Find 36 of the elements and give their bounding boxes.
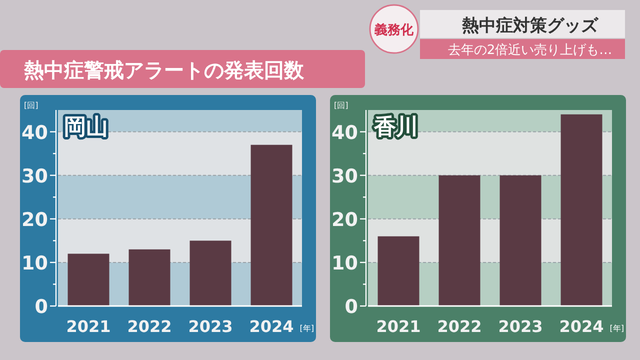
y-axis-title: [回]: [334, 101, 348, 110]
bar: [128, 249, 170, 306]
x-tick-label: 2021: [66, 317, 111, 336]
x-tick-label: 2022: [127, 317, 172, 336]
bar: [500, 175, 542, 306]
chart-title: 岡山: [64, 115, 108, 140]
y-tick-label: 20: [332, 208, 358, 231]
text: 去年の2倍近い売り上げも…: [448, 43, 612, 58]
y-tick-label: 40: [22, 122, 48, 144]
chart-title: 香川: [373, 115, 418, 140]
y-tick-label: 10: [332, 252, 358, 274]
y-tick-label: 0: [344, 296, 358, 318]
bar: [68, 254, 110, 306]
x-axis-title: [年]: [610, 324, 624, 333]
bar: [438, 175, 480, 306]
bar: [190, 240, 232, 306]
bar: [250, 144, 292, 306]
x-tick-label: 2022: [437, 317, 482, 336]
bar: [378, 236, 420, 306]
y-tick-label: 10: [22, 252, 48, 274]
y-tick-label: 30: [332, 165, 358, 188]
y-tick-label: 40: [332, 122, 358, 144]
x-tick-label: 2021: [376, 317, 421, 336]
bar: [560, 114, 602, 306]
text: 熱中症警戒アラートの発表回数: [23, 58, 305, 82]
x-tick-label: 2023: [188, 317, 233, 336]
y-axis-title: [回]: [24, 101, 38, 110]
text: 熱中症対策グッズ: [461, 16, 599, 36]
y-tick-label: 20: [22, 208, 48, 231]
y-tick-label: 0: [34, 296, 48, 318]
text: 義務化: [374, 22, 414, 38]
x-axis-title: [年]: [300, 324, 314, 333]
x-tick-label: 2024: [559, 317, 604, 336]
x-tick-label: 2024: [249, 317, 294, 336]
y-tick-label: 30: [22, 165, 48, 188]
x-tick-label: 2023: [498, 317, 543, 336]
